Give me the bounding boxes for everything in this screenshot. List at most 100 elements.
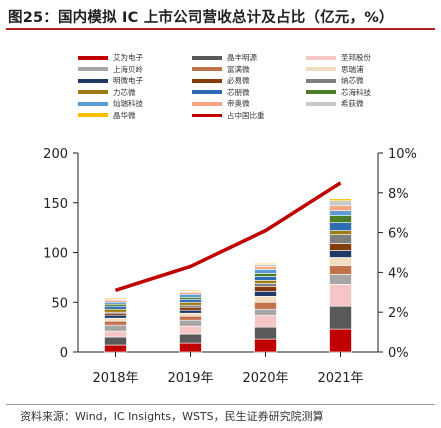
- bar-segment: [179, 315, 202, 321]
- bar-segment: [254, 286, 277, 292]
- legend-label: 晶华微: [113, 110, 136, 120]
- source-divider: [6, 404, 435, 405]
- legend-swatch: [78, 90, 108, 94]
- x-tick-label: 2020年: [242, 371, 288, 386]
- bar-segment: [329, 243, 352, 251]
- bar-segment: [329, 250, 352, 258]
- legend-swatch: [192, 90, 222, 94]
- legend-item: 必易微: [192, 75, 250, 86]
- legend-label: 圣邦股份: [341, 53, 371, 62]
- bar-segment: [179, 309, 202, 314]
- bar-segment: [254, 269, 277, 274]
- bar-segment: [254, 326, 277, 340]
- bar-segment: [179, 312, 202, 317]
- legend-item: 思瑞浦: [306, 64, 364, 75]
- legend-swatch: [306, 101, 336, 106]
- legend-label: 必易微: [227, 76, 250, 85]
- legend-label: 纳芯微: [341, 76, 364, 85]
- legend-label: 晶丰明源: [227, 53, 257, 62]
- bar-segment: [179, 333, 202, 344]
- legend-item: 力芯微: [78, 87, 136, 98]
- legend-item: 希荻微: [306, 98, 364, 109]
- legend-label: 艾为电子: [113, 53, 143, 62]
- legend-label: 思瑞浦: [341, 64, 364, 74]
- legend-swatch: [192, 78, 222, 83]
- y-left-tick-label: 150: [43, 197, 68, 212]
- legend-swatch: [192, 67, 222, 71]
- legend-swatch: [78, 78, 108, 83]
- legend-swatch: [78, 67, 108, 71]
- title-divider: [6, 28, 435, 30]
- legend-item: 晶丰明源: [192, 52, 257, 63]
- legend-label: 上海贝岭: [113, 64, 143, 74]
- x-tick-label: 2019年: [167, 371, 213, 386]
- legend-label: 芯朋微: [227, 87, 250, 97]
- bar-segment: [329, 198, 352, 202]
- bar-segment: [254, 314, 277, 328]
- legend-label: 力芯微: [113, 87, 136, 97]
- y-right-tick-label: 4%: [388, 266, 409, 281]
- bar-segment: [179, 319, 202, 327]
- bar-segment: [329, 222, 352, 231]
- bar-segment: [329, 200, 352, 207]
- bar-segment: [254, 273, 277, 277]
- bar-segment: [104, 330, 127, 338]
- y-left-tick-label: 0: [60, 346, 68, 361]
- bar-segment: [329, 284, 352, 307]
- legend-swatch: [192, 101, 222, 106]
- legend-item: 圣邦股份: [306, 52, 371, 63]
- legend-item: 纳芯微: [306, 75, 364, 86]
- source-note: 资料来源：Wind，IC Insights，WSTS，民生证券研究院测算: [20, 410, 324, 423]
- bar-segment: [329, 205, 352, 212]
- legend-item: 艾为电子: [78, 52, 143, 63]
- legend-swatch: [78, 55, 108, 60]
- bar-segment: [254, 295, 277, 303]
- legend-swatch: [306, 55, 336, 60]
- bar-segment: [254, 338, 277, 353]
- legend-swatch: [306, 78, 336, 83]
- bar-segment: [254, 283, 277, 287]
- legend-item: 帝奥微: [192, 98, 250, 109]
- legend-item: 灿瑞科技: [78, 98, 143, 109]
- y-left-tick-label: 50: [51, 296, 68, 311]
- bar-segment: [179, 301, 202, 306]
- bar-segment: [104, 336, 127, 346]
- bar-segment: [104, 317, 127, 322]
- legend-swatch: [306, 67, 336, 71]
- y-right-tick-label: 8%: [388, 187, 409, 202]
- legend-item: 芯朋微: [192, 87, 250, 98]
- bar-segment: [104, 344, 127, 353]
- bar-segment: [329, 230, 352, 235]
- bar-segment: [104, 320, 127, 326]
- x-tick-label: 2021年: [317, 371, 363, 386]
- bar-segment: [179, 293, 202, 298]
- legend-label: 占中国比重: [227, 110, 265, 120]
- legend-item: 芯海科技: [306, 87, 371, 98]
- x-tick-label: 2018年: [92, 371, 138, 386]
- legend-item: 明微电子: [78, 75, 143, 86]
- legend-item: 占中国比重: [192, 110, 265, 121]
- y-left-tick-label: 100: [43, 247, 68, 262]
- bar-segment: [329, 234, 352, 244]
- legend-label: 明微电子: [113, 76, 143, 85]
- chart-title: 图25：国内模拟 IC 上市公司营收总计及占比（亿元，%）: [8, 10, 394, 26]
- bar-segment: [179, 325, 202, 335]
- y-left-tick-label: 200: [43, 147, 68, 162]
- bar-segment: [329, 265, 352, 275]
- bar-segment: [254, 301, 277, 310]
- legend-item: 上海贝岭: [78, 64, 143, 75]
- legend-label: 富满微: [227, 64, 250, 74]
- bar-segment: [254, 276, 277, 281]
- chart-canvas: 0 50 100 150 200 0% 2% 4% 6% 8% 10% 2018年 2019年 2020年…: [43, 147, 417, 386]
- legend-label: 灿瑞科技: [113, 99, 143, 108]
- bar-segment: [329, 305, 352, 330]
- y-right-tick-label: 10%: [388, 147, 417, 162]
- bar-segment: [254, 263, 277, 265]
- legend-label: 帝奥微: [227, 99, 250, 108]
- bar-segment: [179, 290, 202, 292]
- bar-segment: [329, 210, 352, 216]
- share-line: [114, 181, 342, 292]
- legend-swatch: [78, 101, 108, 106]
- bar-segment: [329, 257, 352, 266]
- bar-segment: [329, 215, 352, 223]
